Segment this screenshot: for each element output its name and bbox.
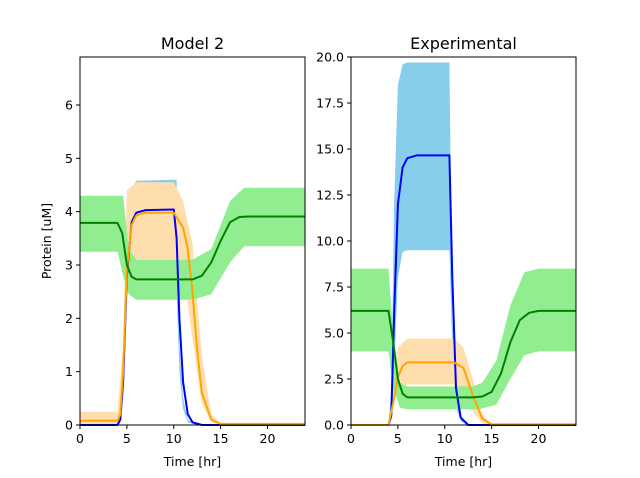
model-2-y-axis-label: Protein [uM] <box>39 203 54 279</box>
model-2-y-tick-label: 2 <box>65 311 73 326</box>
model-2-x-tick-label: 15 <box>213 431 229 446</box>
model-2-y-tick-label: 6 <box>65 98 73 113</box>
experimental-bands <box>351 62 576 425</box>
model-2-series-line-2 <box>80 215 305 281</box>
model-2-x-ticks: 0 5 10 15 20 <box>76 425 275 446</box>
experimental-y-tick-label: 15.0 <box>316 142 344 157</box>
experimental-x-tick-label: 15 <box>484 431 500 446</box>
model-2-y-tick-label: 0 <box>65 418 73 433</box>
experimental-y-tick-label: 7.5 <box>324 280 344 295</box>
model-2-y-ticks: 0 1 2 3 4 5 6 <box>65 98 80 433</box>
experimental-y-tick-label: 2.5 <box>324 372 344 387</box>
model-2-title: Model 2 <box>161 34 224 53</box>
experimental-x-tick-label: 0 <box>347 431 355 446</box>
experimental-series-line-2 <box>351 309 576 399</box>
experimental-lines <box>351 154 576 426</box>
experimental-series-line-1 <box>351 361 576 426</box>
experimental-band-1 <box>351 338 576 425</box>
experimental-y-tick-label: 17.5 <box>316 96 344 111</box>
experimental-band-0 <box>351 62 576 425</box>
model-2-y-tick-label: 3 <box>65 258 73 273</box>
experimental-x-tick-label: 10 <box>437 431 453 446</box>
chart-experimental: 0 5 10 15 20 0.0 2.5 5.0 7.5 10.0 12.5 15.0 17.5 20.… <box>316 34 577 469</box>
experimental-x-ticks: 0 5 10 15 20 <box>347 425 546 446</box>
experimental-x-axis-label: Time [hr] <box>434 454 492 469</box>
model-2-x-tick-label: 0 <box>76 431 84 446</box>
model-2-x-tick-label: 20 <box>260 431 276 446</box>
experimental-title: Experimental <box>410 34 517 53</box>
experimental-y-tick-label: 10.0 <box>316 234 344 249</box>
model-2-y-tick-label: 1 <box>65 364 73 379</box>
experimental-y-ticks: 0.0 2.5 5.0 7.5 10.0 12.5 15.0 17.5 20.0 <box>316 50 351 433</box>
model-2-series-line-1 <box>80 211 305 425</box>
experimental-y-tick-label: 5.0 <box>324 326 344 341</box>
experimental-y-tick-label: 20.0 <box>316 50 344 65</box>
model-2-x-tick-label: 5 <box>123 431 131 446</box>
experimental-y-tick-label: 12.5 <box>316 188 344 203</box>
experimental-series-line-0 <box>351 154 576 426</box>
chart-model-2: 0 5 10 15 20 0 1 2 3 4 5 6 Model 2 Time [hr] Prote… <box>39 34 306 469</box>
model-2-y-tick-label: 5 <box>65 151 73 166</box>
experimental-x-tick-label: 20 <box>531 431 547 446</box>
model-2-axes-frame <box>79 56 306 426</box>
experimental-x-tick-label: 5 <box>394 431 402 446</box>
model-2-lines <box>80 208 305 426</box>
model-2-x-axis-label: Time [hr] <box>163 454 221 469</box>
experimental-y-tick-label: 0.0 <box>324 418 344 433</box>
model-2-x-tick-label: 10 <box>166 431 182 446</box>
experimental-band-2 <box>351 268 576 410</box>
model-2-y-tick-label: 4 <box>65 204 73 219</box>
